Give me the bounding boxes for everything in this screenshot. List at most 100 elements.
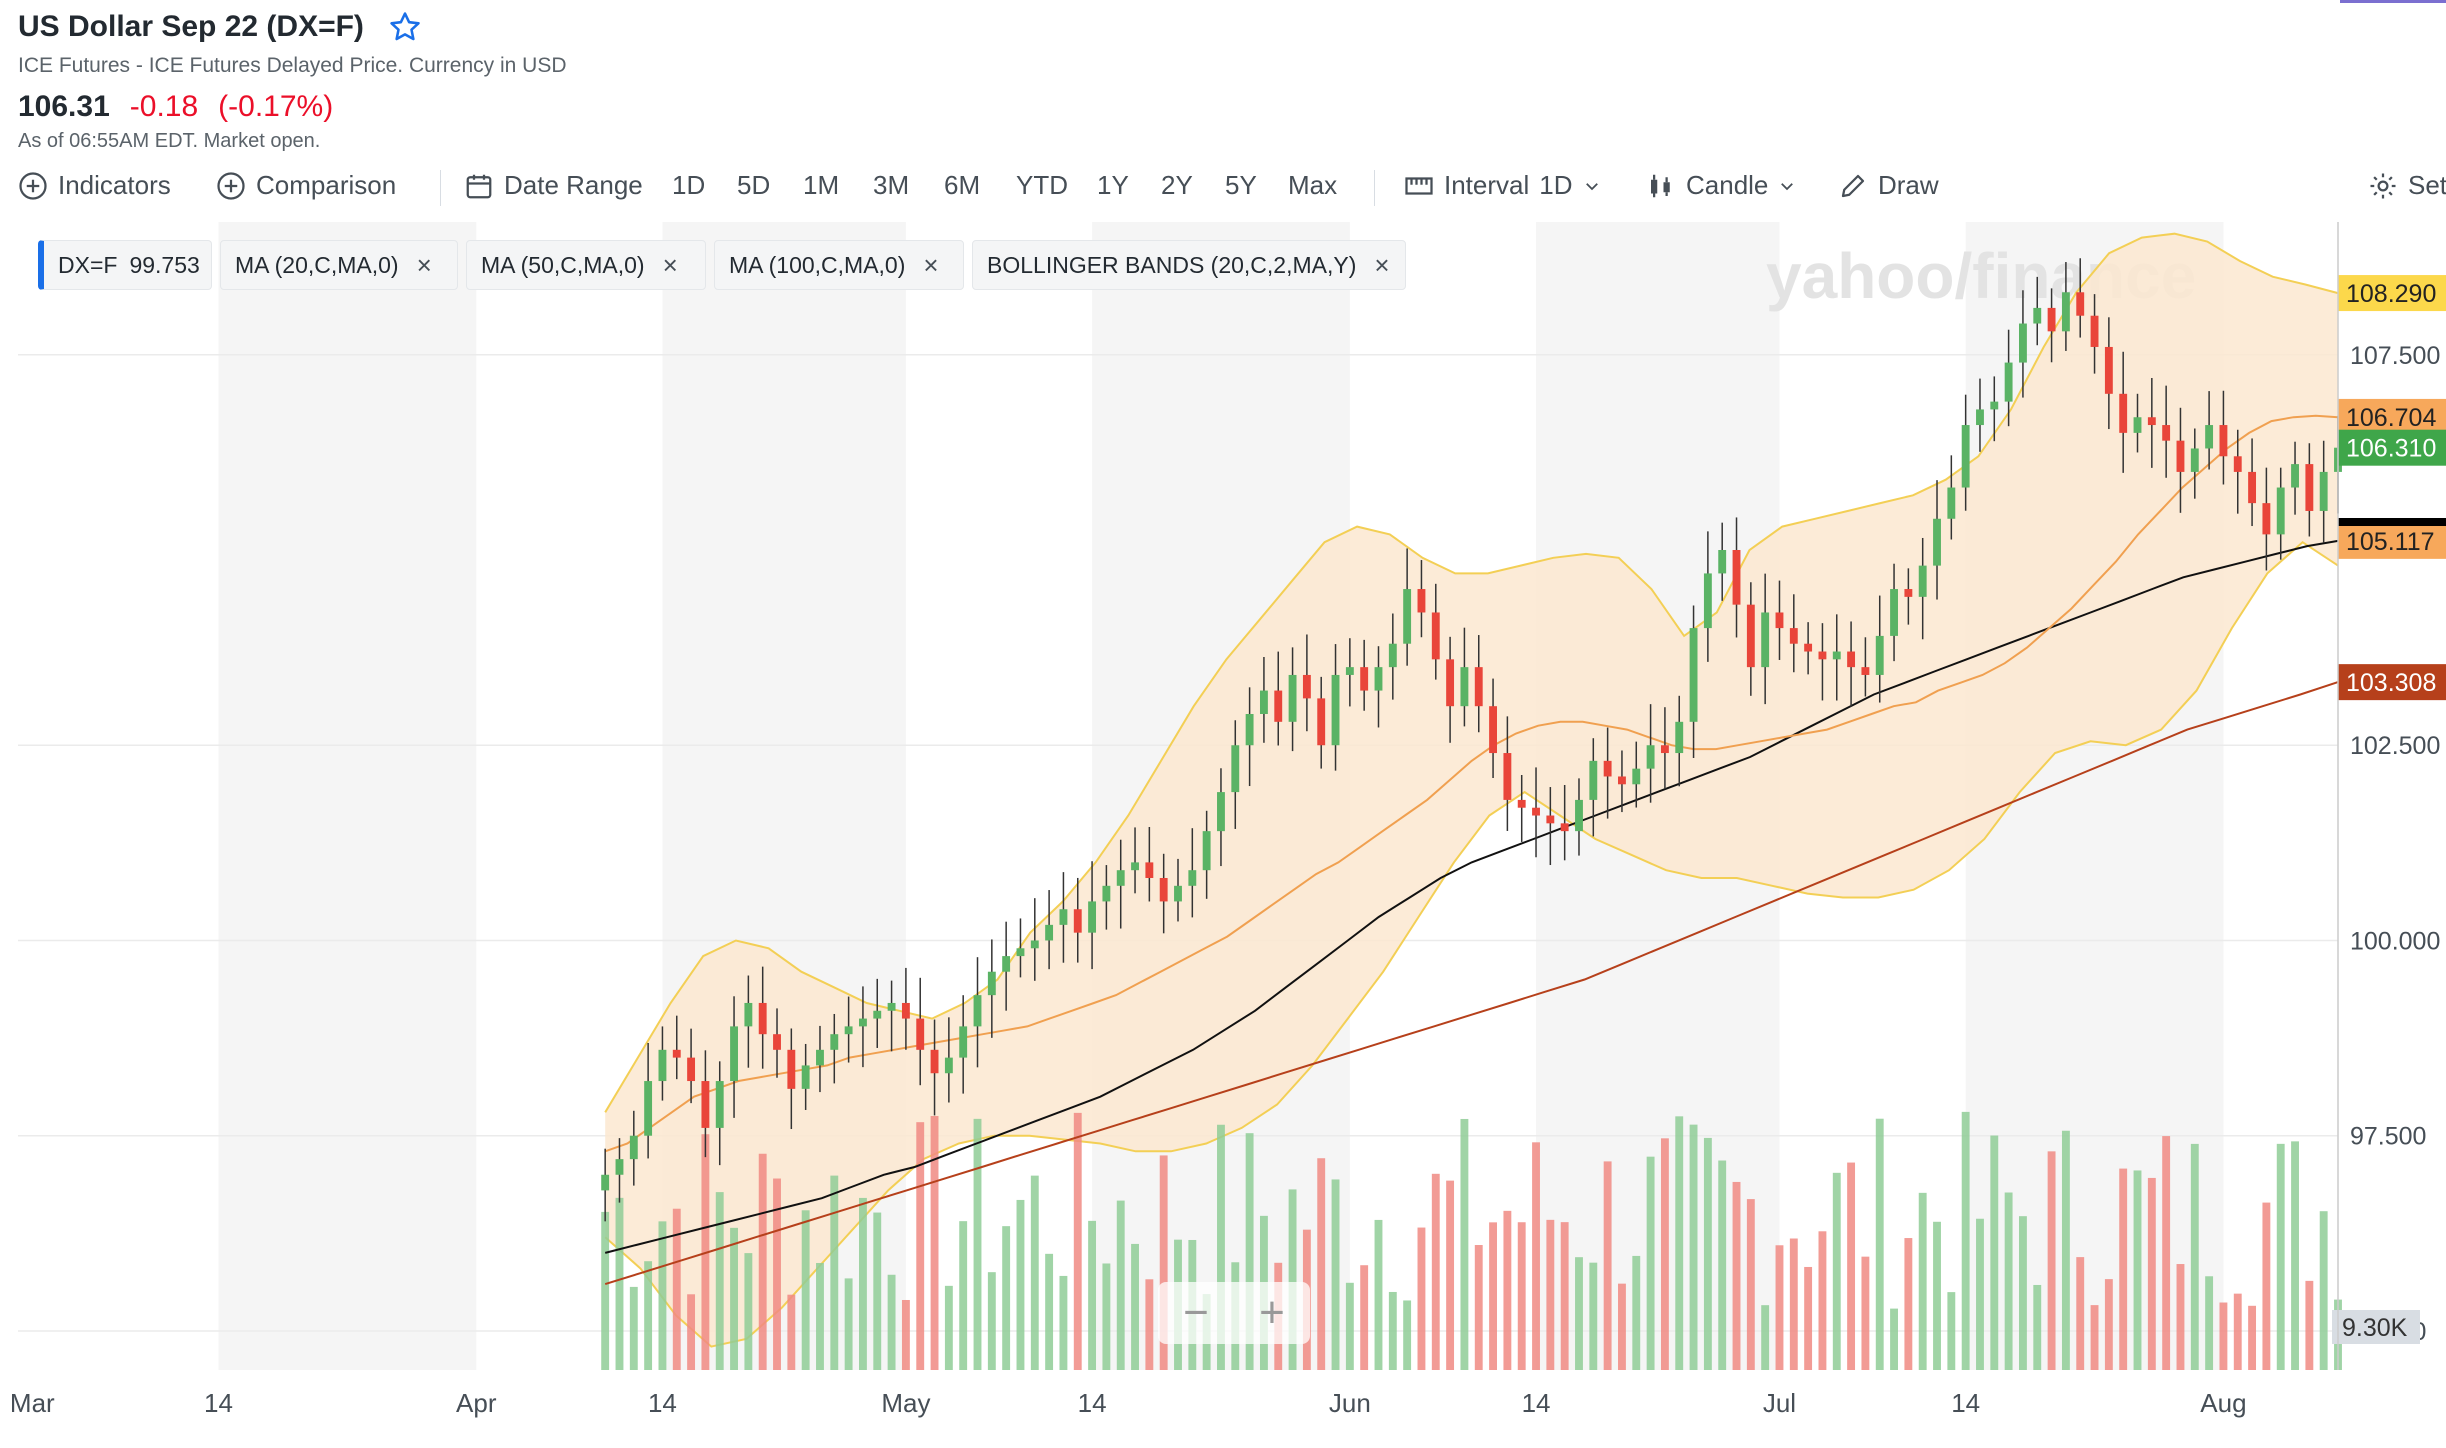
- close-icon[interactable]: ×: [923, 249, 939, 280]
- candle-body: [1159, 878, 1168, 902]
- candle-body: [2276, 487, 2285, 535]
- volume-bar: [1718, 1160, 1727, 1370]
- volume-bar: [672, 1208, 681, 1370]
- legend-symbol[interactable]: DX=F 99.753: [38, 240, 212, 290]
- candle-body: [1832, 651, 1841, 660]
- range-5d[interactable]: 5D: [737, 170, 771, 200]
- candle-body: [1546, 815, 1555, 824]
- interval-dropdown[interactable]: Interval 1D: [1404, 170, 1601, 201]
- range-2y[interactable]: 2Y: [1161, 170, 1193, 200]
- volume-bar: [1388, 1291, 1397, 1370]
- volume-bar: [2190, 1143, 2199, 1370]
- volume-bar: [1933, 1221, 1941, 1370]
- price-tag-label: 103.308: [2346, 669, 2436, 697]
- candle-body: [1302, 674, 1311, 699]
- legend-ma100[interactable]: MA (100,C,MA,0) ×: [714, 240, 964, 290]
- volume-bar: [1732, 1181, 1741, 1370]
- volume-bar: [1761, 1305, 1770, 1370]
- volume-bar: [1159, 1155, 1168, 1370]
- range-5y[interactable]: 5Y: [1225, 170, 1257, 200]
- date-range-button[interactable]: Date Range: [464, 170, 643, 201]
- legend-ma50[interactable]: MA (50,C,MA,0) ×: [466, 240, 706, 290]
- x-tick-label: 14: [1951, 1388, 1980, 1418]
- candle-body: [1861, 667, 1870, 675]
- comparison-button[interactable]: Comparison: [216, 170, 396, 201]
- star-icon[interactable]: [388, 10, 422, 44]
- candle-body: [2162, 425, 2171, 441]
- volume-bar: [2090, 1305, 2099, 1370]
- volume-bar: [2104, 1279, 2113, 1370]
- legend-bollinger[interactable]: BOLLINGER BANDS (20,C,2,MA,Y) ×: [972, 240, 1406, 290]
- candle-body: [1632, 768, 1641, 785]
- volume-bar: [1374, 1219, 1383, 1370]
- volume-bar: [1016, 1199, 1025, 1370]
- volume-bar: [1646, 1156, 1655, 1370]
- volume-bar: [773, 1178, 781, 1370]
- range-1y[interactable]: 1Y: [1097, 170, 1129, 200]
- price-tag-label: 105.117: [2346, 528, 2435, 556]
- indicators-button[interactable]: Indicators: [18, 170, 171, 201]
- candle-body: [2076, 292, 2085, 316]
- candle-body: [1174, 885, 1182, 902]
- candle-body: [1446, 659, 1455, 707]
- candle-body: [1732, 550, 1741, 605]
- x-tick-label: Mar: [10, 1388, 55, 1418]
- volume-bar: [859, 1197, 867, 1370]
- candle-body: [1274, 690, 1283, 722]
- chart-type-dropdown[interactable]: Candle: [1646, 170, 1796, 201]
- candle-body: [658, 1049, 667, 1082]
- close-icon[interactable]: ×: [1374, 249, 1390, 280]
- draw-button[interactable]: Draw: [1838, 170, 1939, 201]
- volume-bar: [1575, 1257, 1583, 1370]
- candle-body: [1517, 799, 1526, 808]
- volume-bar: [887, 1274, 896, 1370]
- candle-body: [859, 1018, 867, 1027]
- volume-label-box: [2332, 1310, 2420, 1344]
- candle-body: [1646, 745, 1655, 769]
- quote-header: US Dollar Sep 22 (DX=F) ICE Futures - IC…: [18, 10, 918, 153]
- candle-body: [730, 1026, 738, 1082]
- candle-body: [2291, 464, 2299, 488]
- volume-bar: [1589, 1262, 1598, 1370]
- candle-body: [1288, 674, 1297, 722]
- volume-bar: [1689, 1124, 1698, 1370]
- candle-body: [1532, 807, 1540, 816]
- volume-bar: [1660, 1138, 1669, 1370]
- settings-button[interactable]: Set: [2368, 170, 2446, 201]
- volume-bar: [2162, 1136, 2171, 1370]
- volume-bar: [1618, 1283, 1626, 1370]
- volume-bar: [2061, 1130, 2070, 1370]
- bollinger-band-fill: [605, 233, 2339, 1347]
- volume-bar: [2133, 1170, 2142, 1370]
- volume-bar: [1517, 1222, 1526, 1370]
- close-icon[interactable]: ×: [416, 249, 432, 280]
- volume-bar: [2319, 1211, 2328, 1370]
- volume-bar: [1904, 1238, 1913, 1370]
- volume-bar: [1746, 1199, 1755, 1370]
- candle-body: [1360, 667, 1369, 691]
- volume-bar: [615, 1197, 624, 1370]
- legend-symbol-name: DX=F: [58, 251, 118, 278]
- candle-body: [2219, 425, 2228, 457]
- volume-bar: [1503, 1210, 1512, 1370]
- range-max[interactable]: Max: [1288, 170, 1338, 200]
- zoom-out-button[interactable]: −: [1183, 1288, 1209, 1337]
- volume-bar: [1360, 1265, 1369, 1370]
- range-1m[interactable]: 1M: [803, 170, 840, 200]
- candle-body: [1088, 901, 1097, 933]
- volume-bar: [1030, 1175, 1039, 1370]
- range-ytd[interactable]: YTD: [1016, 170, 1068, 200]
- volume-bar: [1632, 1255, 1641, 1370]
- zoom-in-button[interactable]: +: [1259, 1288, 1285, 1337]
- volume-bar: [1417, 1227, 1426, 1370]
- candle-body: [873, 1010, 882, 1019]
- close-icon[interactable]: ×: [662, 249, 678, 280]
- range-3m[interactable]: 3M: [873, 170, 910, 200]
- range-6m[interactable]: 6M: [944, 170, 981, 200]
- range-1d[interactable]: 1D: [672, 170, 706, 200]
- exchange-subtitle: ICE Futures - ICE Futures Delayed Price.…: [18, 54, 567, 77]
- legend-ma20[interactable]: MA (20,C,MA,0) ×: [220, 240, 458, 290]
- volume-bar: [1918, 1192, 1927, 1370]
- candle-body: [1618, 776, 1626, 785]
